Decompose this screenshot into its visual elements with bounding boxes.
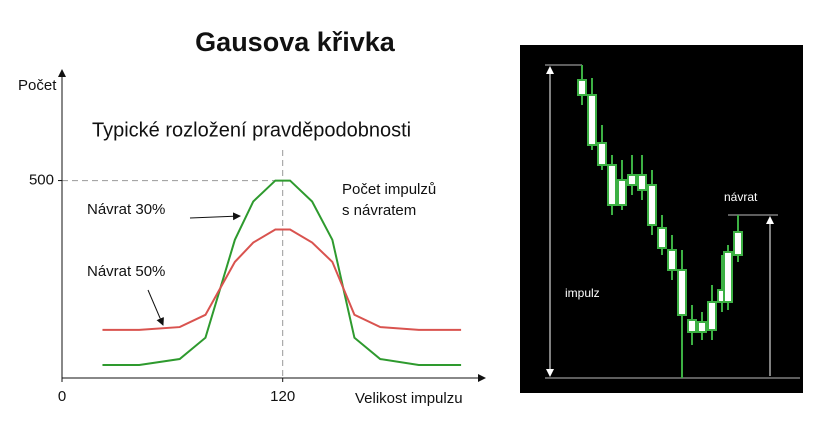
chart-subtitle: Typické rozložení pravděpodobnosti — [92, 119, 411, 141]
illustration-label: návrat — [724, 190, 758, 204]
chart-title: Gausova křivka — [195, 27, 396, 57]
pointer — [147, 289, 164, 326]
candlestick-illustration: impulz návrat — [520, 45, 803, 393]
series-line — [102, 179, 462, 366]
annotation: s návratem — [342, 202, 416, 219]
pointer — [189, 212, 241, 221]
series-label: Návrat 50% — [87, 263, 165, 280]
x-tick-label: 0 — [58, 388, 66, 405]
illustration-label: impulz — [565, 286, 600, 300]
y-tick-label: 500 — [29, 172, 54, 189]
y-axis-label: Počet — [18, 77, 57, 94]
x-axis-label: Velikost impulzu — [355, 390, 463, 407]
x-tick-label: 120 — [270, 388, 295, 405]
annotation: Počet impulzů — [342, 181, 436, 198]
series-line — [102, 228, 462, 331]
series-label: Návrat 30% — [87, 201, 165, 218]
plot: 500 0 120 — [29, 150, 462, 405]
